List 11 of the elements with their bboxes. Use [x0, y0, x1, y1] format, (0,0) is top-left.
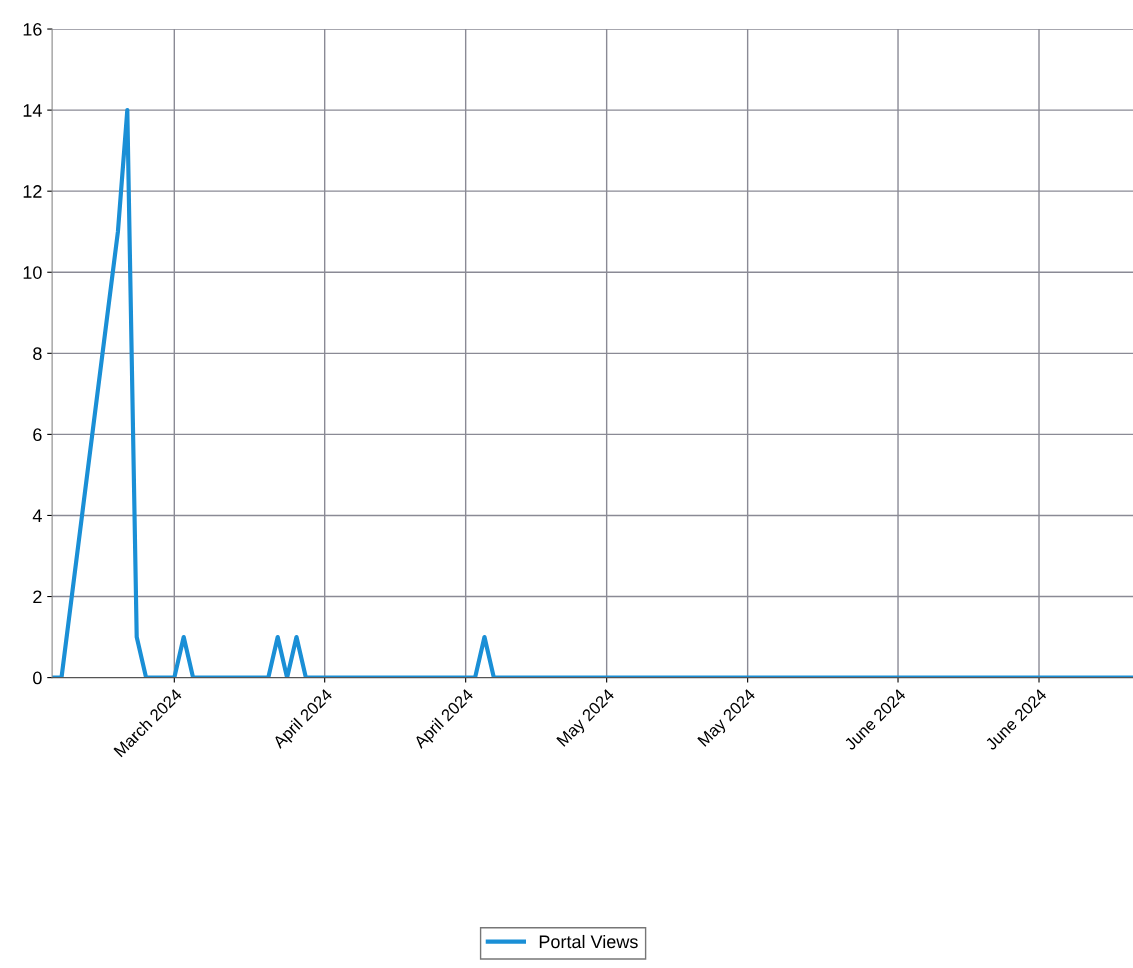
y-tick-label: 8	[33, 347, 42, 361]
y-tick-label: 16	[23, 22, 42, 36]
y-tick-label: 14	[23, 104, 42, 117]
y-tick-label: 4	[32, 509, 42, 522]
y-tick-label: 0	[33, 671, 42, 685]
y-tick-label: 6	[33, 428, 42, 442]
y-tick-label: 10	[23, 266, 42, 279]
line-series	[52, 108, 1133, 678]
y-tick-label: 2	[33, 590, 42, 604]
legend-label: Portal Views	[539, 934, 638, 949]
y-tick-label: 12	[23, 185, 42, 198]
